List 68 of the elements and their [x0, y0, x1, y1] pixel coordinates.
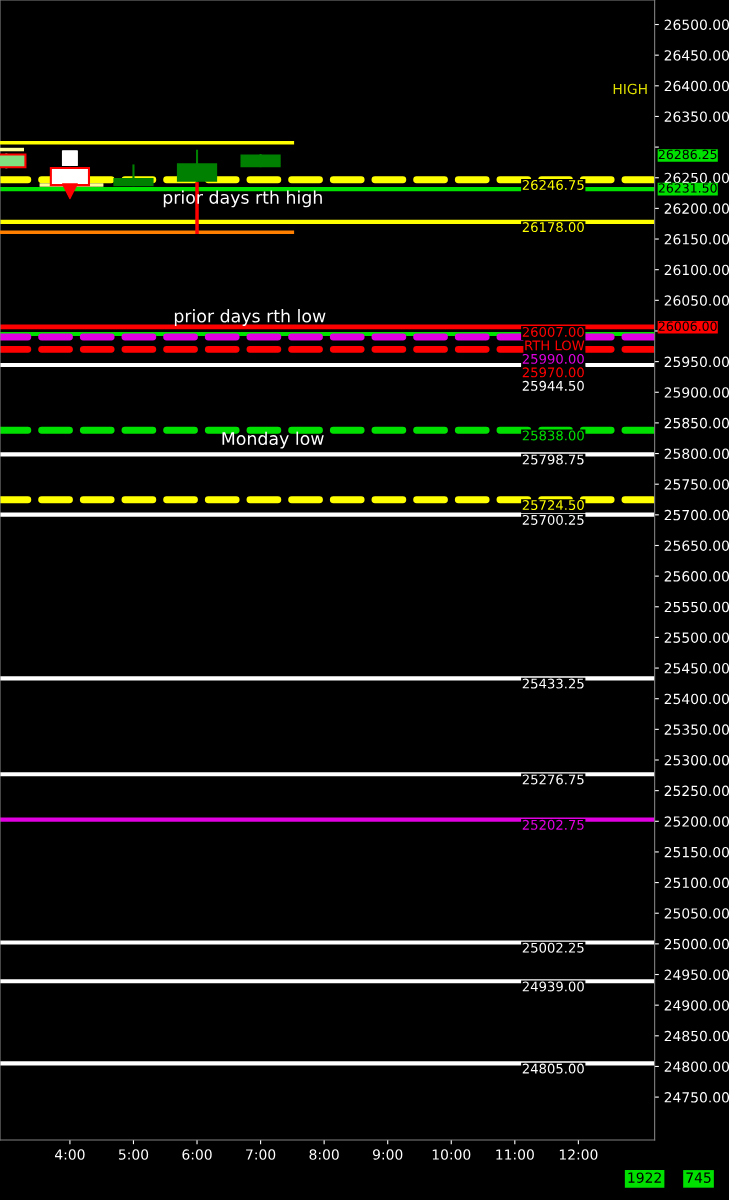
- y-tick-label: 25000.00: [664, 938, 729, 950]
- y-tick-label: 25050.00: [664, 908, 729, 919]
- x-tick-label: 7:00: [246, 1149, 276, 1160]
- ref-line-label: 25700.25: [522, 514, 584, 525]
- y-tick-label: 25600.00: [664, 571, 729, 582]
- x-tick-label: 4:00: [55, 1149, 85, 1160]
- y-tick-label: 25250.00: [664, 785, 729, 797]
- y-tick-label: 25900.00: [664, 387, 729, 398]
- y-tick-label: 25350.00: [664, 724, 729, 735]
- ref-line-label: 24805.00: [522, 1063, 584, 1074]
- y-tick-label: 26500.00: [664, 19, 729, 30]
- y-tick-label: 26400.00: [664, 80, 729, 92]
- y-tick-label: 25950.00: [664, 356, 729, 368]
- x-tick-label: 11:00: [496, 1149, 534, 1160]
- annotation: 26231.50: [658, 183, 717, 193]
- y-tick-label: 25500.00: [664, 632, 729, 643]
- y-tick-label: 25150.00: [664, 846, 729, 858]
- y-tick-label: 25650.00: [664, 540, 729, 551]
- annotation: HIGH: [613, 83, 647, 95]
- x-tick-label: 8:00: [309, 1149, 339, 1160]
- y-tick-label: 24750.00: [664, 1092, 729, 1103]
- y-tick-label: 25300.00: [664, 754, 729, 766]
- text: 745: [686, 1172, 711, 1183]
- text: 26286.25: [658, 149, 717, 160]
- y-tick-label: 24850.00: [664, 1030, 729, 1042]
- y-tick-label: 26200.00: [664, 203, 729, 214]
- y-tick-label: 26100.00: [664, 264, 729, 276]
- ref-line-label: RTH LOW: [525, 340, 585, 351]
- y-tick-label: 26150.00: [664, 234, 729, 245]
- y-tick-label: 25550.00: [664, 601, 729, 613]
- ref-line-label: 25202.75: [522, 819, 584, 830]
- y-tick-label: 24950.00: [664, 969, 729, 980]
- x-tick-label: 9:00: [372, 1149, 403, 1160]
- y-tick-label: 25850.00: [664, 417, 729, 429]
- ref-line-label: 25944.50: [522, 380, 584, 391]
- ref-line-label: 25838.00: [522, 430, 584, 441]
- y-tick-label: 25400.00: [664, 693, 729, 705]
- y-tick-label: 25450.00: [664, 663, 729, 674]
- y-tick-label: 24800.00: [664, 1061, 729, 1072]
- y-tick-label: 25200.00: [664, 816, 729, 827]
- ref-line-label: 25724.50: [522, 500, 584, 511]
- y-tick-label: 26450.00: [664, 50, 729, 61]
- ref-line-label: 25970.00: [522, 367, 584, 378]
- y-tick-label: 24900.00: [664, 1000, 729, 1011]
- y-tick-label: 26350.00: [664, 111, 729, 122]
- ref-line-label: 25433.25: [522, 678, 584, 689]
- y-tick-label: 26250.00: [664, 172, 729, 184]
- ref-line-label: 26178.00: [522, 222, 584, 233]
- ref-line-label: 25798.75: [522, 454, 584, 465]
- ref-line-label: 26007.00: [522, 326, 584, 337]
- y-tick-label: 25800.00: [664, 448, 729, 460]
- ref-line-label: 25990.00: [522, 353, 584, 364]
- x-tick-label: 6:00: [182, 1149, 212, 1160]
- x-tick-label: 10:00: [432, 1149, 471, 1160]
- x-tick-label: 5:00: [118, 1149, 149, 1160]
- ref-line-label: 25276.75: [522, 774, 584, 785]
- annotation: 26006.00: [658, 321, 717, 331]
- ref-line-label: 26246.75: [522, 179, 584, 190]
- y-tick-label: 26050.00: [664, 295, 729, 306]
- ref-line-label: 25002.25: [522, 942, 584, 953]
- y-tick-label: 25700.00: [664, 509, 729, 521]
- text: 1922: [628, 1172, 661, 1183]
- x-tick-label: 12:00: [559, 1149, 598, 1160]
- ref-line-label: 24939.00: [522, 981, 584, 992]
- annotation: Monday low: [222, 431, 324, 449]
- y-tick-label: 25100.00: [664, 877, 729, 889]
- y-tick-label: 25750.00: [664, 479, 729, 490]
- annotation: prior days rth low: [174, 309, 326, 326]
